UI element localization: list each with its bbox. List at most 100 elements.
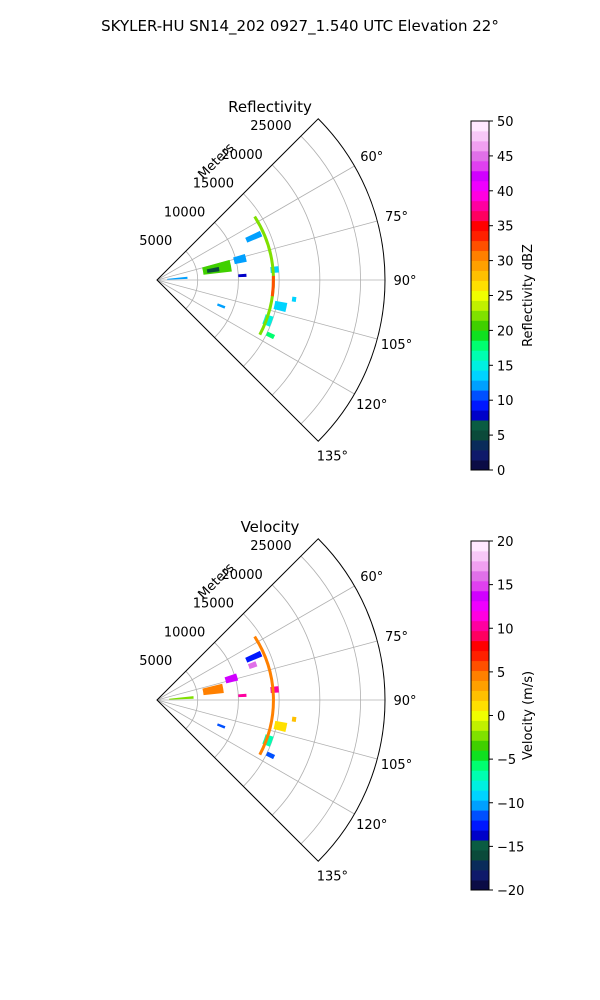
echo-arc (253, 215, 275, 336)
colorbar-segment (471, 450, 489, 461)
echo-region (265, 331, 276, 340)
colorbar-tick-label: 0 (497, 710, 505, 725)
echo-region (247, 661, 258, 669)
angular-tick-label: 135° (317, 449, 348, 464)
colorbar-segment (471, 440, 489, 451)
colorbar-segment (471, 700, 489, 711)
colorbar-tick-label: 25 (497, 290, 514, 305)
radial-tick-label: 25000 (250, 539, 291, 554)
colorbar-segment (471, 200, 489, 212)
colorbar-segment (471, 460, 489, 471)
colorbar-segment (471, 650, 489, 662)
colorbar-tick-label: −20 (497, 884, 524, 899)
colorbar-segment (471, 420, 489, 431)
colorbar-segment (471, 260, 489, 271)
colorbar-segment (471, 730, 489, 741)
echo-region (245, 230, 263, 243)
colorbar-segment (471, 340, 489, 351)
colorbar-segment (471, 760, 489, 771)
radial-tick-label: 10000 (164, 205, 205, 220)
colorbar-tick-label: 30 (497, 255, 514, 270)
colorbar-segment (471, 220, 489, 232)
radial-tick-label: 15000 (193, 597, 234, 612)
colorbar-segment (471, 150, 489, 162)
colorbar-segment (471, 140, 489, 152)
azimuth-gridline (156, 640, 378, 701)
colorbar-segment (471, 740, 489, 751)
colorbar-segment (471, 250, 489, 261)
colorbar-tick-label: 10 (497, 622, 514, 637)
colorbar-tick-label: 5 (497, 666, 505, 681)
colorbar-segment (471, 880, 489, 891)
colorbar-segment (471, 660, 489, 672)
colorbar-segment (471, 580, 489, 592)
echo-region (167, 276, 188, 280)
echo-region (238, 273, 247, 278)
azimuth-gridline (156, 279, 355, 395)
colorbar-tick-label: 0 (497, 464, 505, 479)
colorbar-segment (471, 780, 489, 791)
colorbar-segment (471, 380, 489, 391)
echo-region (224, 673, 239, 684)
reflectivity-panel: Reflectivity500010000150002000025000Mete… (139, 98, 536, 479)
colorbar-segment (471, 840, 489, 851)
colorbar-tick-label: 10 (497, 394, 514, 409)
colorbar-tick-label: 40 (497, 185, 514, 200)
echo-arc (270, 275, 275, 297)
colorbar-tick-label: −5 (497, 753, 516, 768)
echo-region (233, 253, 247, 265)
colorbar-segment (471, 630, 489, 642)
panel-title: Reflectivity (228, 98, 312, 116)
colorbar-tick-label: 20 (497, 324, 514, 339)
colorbar-segment (471, 360, 489, 371)
colorbar-segment (471, 850, 489, 861)
colorbar-label: Velocity (m/s) (521, 671, 536, 760)
colorbar-segment (471, 320, 489, 331)
colorbar-tick-label: 50 (497, 115, 514, 130)
angular-tick-label: 135° (317, 869, 348, 884)
colorbar-segment (471, 860, 489, 871)
angular-tick-label: 60° (360, 150, 383, 165)
colorbar-segment (471, 300, 489, 311)
colorbar-tick-label: −15 (497, 840, 524, 855)
colorbar-tick-label: 15 (497, 359, 514, 374)
colorbar-label: Reflectivity dBZ (521, 244, 536, 347)
colorbar-segment (471, 720, 489, 731)
panel-title: Velocity (241, 518, 300, 536)
echo-region (291, 296, 297, 302)
colorbar-segment (471, 170, 489, 182)
colorbar-segment (471, 400, 489, 411)
angular-tick-label: 60° (360, 570, 383, 585)
radial-tick-label: 20000 (221, 148, 262, 163)
radial-tick-label: 15000 (193, 177, 234, 192)
colorbar-segment (471, 570, 489, 582)
colorbar-segment (471, 350, 489, 361)
colorbar-segment (471, 690, 489, 701)
echo-region (216, 303, 226, 309)
echo-region (273, 720, 288, 733)
figure-title: SKYLER-HU SN14_202 0927_1.540 UTC Elevat… (101, 17, 499, 36)
colorbar-segment (471, 290, 489, 301)
colorbar-segment (471, 800, 489, 811)
colorbar-segment (471, 680, 489, 691)
angular-tick-label: 120° (356, 398, 387, 413)
colorbar-segment (471, 430, 489, 441)
colorbar-segment (471, 610, 489, 622)
angular-tick-label: 75° (385, 210, 408, 225)
colorbar-segment (471, 640, 489, 652)
colorbar-segment (471, 810, 489, 821)
colorbar-segment (471, 410, 489, 421)
colorbar-segment (471, 310, 489, 321)
colorbar-segment (471, 180, 489, 192)
azimuth-gridline (156, 699, 355, 815)
echo-region (206, 266, 220, 273)
colorbar-segment (471, 541, 489, 552)
echo-region (216, 723, 226, 729)
colorbar-segment (471, 270, 489, 281)
colorbar-segment (471, 790, 489, 801)
angular-tick-label: 120° (356, 818, 387, 833)
colorbar-segment (471, 870, 489, 881)
azimuth-gridline (156, 220, 378, 281)
radial-tick-label: 5000 (139, 654, 172, 669)
